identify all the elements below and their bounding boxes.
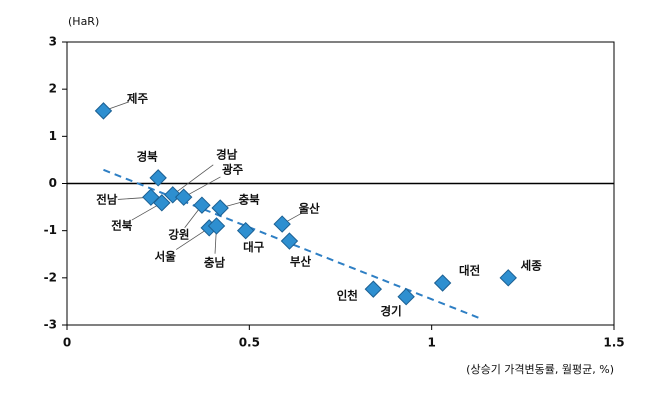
trend-line [103, 168, 480, 319]
y-tick-label: -1 [44, 223, 57, 237]
marker [153, 194, 171, 212]
y-tick-label: 1 [49, 129, 57, 143]
point-label: 충북 [239, 193, 261, 207]
marker [273, 215, 291, 233]
point-label: 서울 [155, 249, 177, 263]
leader-line [172, 164, 214, 196]
marker [174, 188, 193, 206]
x-axis-label: (상승기 가격변동률, 월평균, %) [466, 363, 614, 376]
point-label: 울산 [299, 202, 321, 216]
x-tick-label: 0.5 [239, 336, 260, 350]
point-label: 충남 [204, 255, 226, 269]
point-label: 전북 [111, 218, 133, 232]
marker [433, 274, 452, 292]
point-label: 대구 [243, 240, 265, 254]
point-label: 세종 [521, 258, 543, 272]
point-label: 강원 [168, 228, 189, 242]
marker [397, 287, 415, 306]
point-label: 전남 [96, 193, 118, 207]
y-tick-label: -3 [44, 318, 57, 332]
point-label: 대전 [459, 264, 480, 278]
marker [499, 269, 517, 287]
point-label: 인천 [337, 289, 358, 303]
point-label: 경북 [137, 149, 159, 163]
point-label: 부산 [290, 255, 312, 269]
marker [280, 232, 299, 250]
marker [207, 217, 226, 235]
leader-line [183, 176, 221, 198]
x-tick-label: 1 [427, 336, 435, 350]
y-axis-label: (HaR) [68, 15, 99, 28]
y-tick-label: 0 [49, 176, 57, 190]
marker [149, 169, 167, 187]
point-label: 경기 [381, 304, 402, 318]
leader-line [175, 227, 210, 250]
marker [236, 221, 255, 240]
x-tick-label: 1.5 [603, 336, 624, 350]
x-tick-label: 0 [63, 336, 71, 350]
marker [94, 102, 113, 120]
point-label: 제주 [127, 91, 149, 105]
y-tick-label: 3 [49, 35, 57, 49]
point-label: 광주 [222, 163, 244, 177]
y-tick-label: 2 [49, 82, 57, 96]
marker [364, 280, 383, 298]
point-label: 경남 [216, 147, 238, 161]
marker [193, 196, 211, 214]
marker [211, 199, 229, 217]
y-tick-label: -2 [44, 270, 57, 284]
